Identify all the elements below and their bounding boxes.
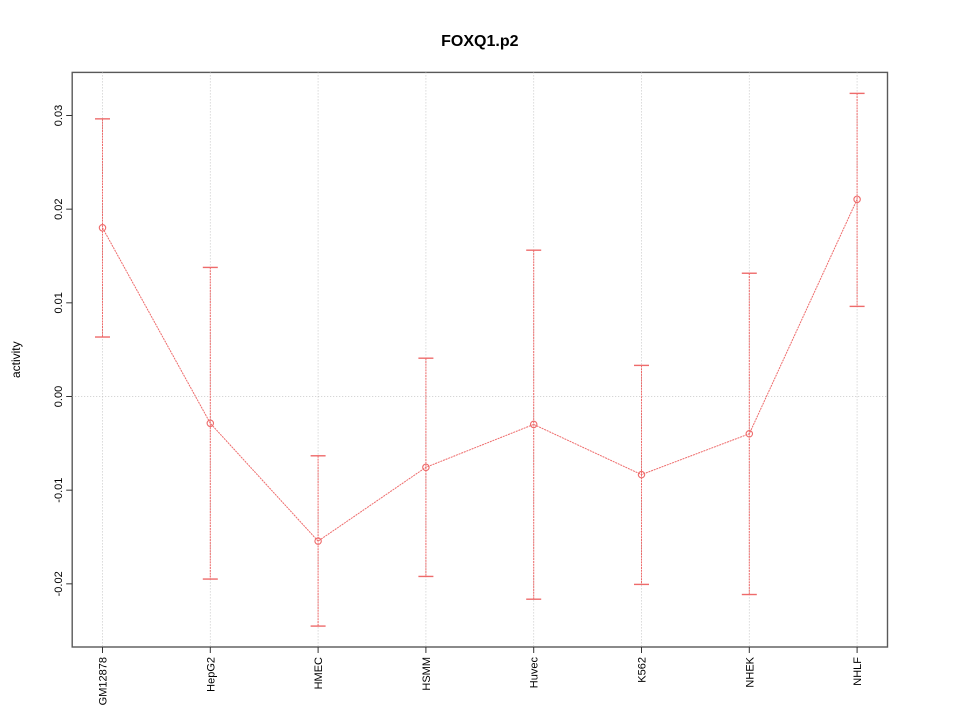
svg-text:0.03: 0.03 — [53, 105, 65, 126]
svg-text:-0.02: -0.02 — [53, 571, 65, 596]
svg-text:FOXQ1.p2: FOXQ1.p2 — [441, 33, 518, 50]
svg-text:NHEK: NHEK — [744, 656, 756, 687]
svg-text:Huvec: Huvec — [529, 657, 541, 689]
svg-text:0.01: 0.01 — [53, 292, 65, 313]
svg-text:-0.01: -0.01 — [53, 478, 65, 503]
svg-text:K562: K562 — [637, 657, 649, 683]
svg-text:GM12878: GM12878 — [98, 657, 110, 705]
svg-text:activity: activity — [9, 341, 23, 378]
svg-text:0.02: 0.02 — [53, 198, 65, 219]
svg-text:HSMM: HSMM — [421, 657, 433, 691]
svg-text:HepG2: HepG2 — [205, 657, 217, 692]
svg-text:HMEC: HMEC — [313, 657, 325, 689]
svg-text:0.00: 0.00 — [53, 386, 65, 407]
svg-text:NHLF: NHLF — [852, 657, 864, 686]
